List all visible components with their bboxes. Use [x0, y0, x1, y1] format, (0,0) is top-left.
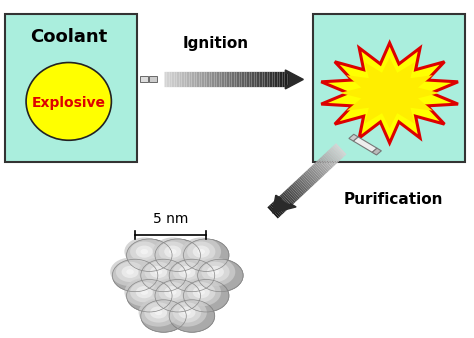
Circle shape — [183, 280, 229, 312]
Circle shape — [167, 298, 207, 327]
Circle shape — [173, 302, 201, 322]
Circle shape — [153, 237, 192, 266]
Circle shape — [169, 300, 215, 332]
Text: Explosive: Explosive — [32, 96, 106, 110]
Circle shape — [141, 259, 186, 292]
Circle shape — [110, 258, 150, 286]
FancyArrow shape — [285, 70, 303, 89]
Circle shape — [169, 249, 176, 254]
Circle shape — [130, 241, 158, 262]
Circle shape — [187, 241, 215, 262]
Circle shape — [153, 278, 192, 306]
Circle shape — [138, 298, 178, 327]
Circle shape — [158, 282, 187, 302]
Circle shape — [126, 269, 134, 274]
Circle shape — [136, 245, 153, 258]
Bar — [140, 76, 148, 82]
Circle shape — [207, 266, 224, 278]
Circle shape — [164, 245, 181, 258]
Circle shape — [192, 245, 210, 258]
Circle shape — [124, 237, 164, 266]
Text: 5 nm: 5 nm — [153, 213, 188, 226]
Circle shape — [127, 280, 172, 312]
Circle shape — [140, 249, 148, 254]
Circle shape — [155, 239, 201, 271]
Circle shape — [167, 258, 207, 286]
Circle shape — [192, 286, 210, 298]
Circle shape — [183, 269, 191, 274]
Bar — [372, 148, 382, 155]
Circle shape — [181, 278, 221, 306]
Circle shape — [155, 269, 162, 274]
Ellipse shape — [26, 63, 111, 140]
Circle shape — [169, 289, 176, 295]
Circle shape — [121, 266, 138, 278]
Polygon shape — [340, 57, 439, 128]
Polygon shape — [321, 43, 458, 143]
Circle shape — [150, 266, 167, 278]
Circle shape — [197, 249, 205, 254]
Circle shape — [138, 258, 178, 286]
Circle shape — [140, 289, 148, 295]
Circle shape — [201, 262, 229, 282]
FancyBboxPatch shape — [313, 14, 465, 162]
Circle shape — [183, 310, 191, 315]
Bar — [349, 134, 358, 141]
Circle shape — [197, 289, 205, 295]
Circle shape — [211, 269, 219, 274]
Circle shape — [155, 310, 162, 315]
Circle shape — [136, 286, 153, 298]
FancyBboxPatch shape — [5, 14, 137, 162]
Circle shape — [141, 300, 186, 332]
Circle shape — [112, 259, 158, 292]
Text: Ignition: Ignition — [182, 37, 249, 51]
Circle shape — [130, 282, 158, 302]
Circle shape — [158, 241, 187, 262]
Circle shape — [127, 239, 172, 271]
Bar — [353, 137, 377, 152]
Circle shape — [150, 306, 167, 318]
Circle shape — [187, 282, 215, 302]
Circle shape — [144, 302, 173, 322]
Circle shape — [178, 266, 195, 278]
Text: Purification: Purification — [344, 192, 443, 207]
Circle shape — [195, 258, 235, 286]
Circle shape — [183, 239, 229, 271]
Circle shape — [178, 306, 195, 318]
Circle shape — [144, 262, 173, 282]
Circle shape — [173, 262, 201, 282]
Circle shape — [116, 262, 144, 282]
Bar — [149, 76, 157, 82]
Circle shape — [124, 278, 164, 306]
Circle shape — [164, 286, 181, 298]
Circle shape — [198, 259, 243, 292]
Circle shape — [181, 237, 221, 266]
Text: Coolant: Coolant — [30, 28, 107, 46]
Circle shape — [169, 259, 215, 292]
Circle shape — [155, 280, 201, 312]
FancyArrow shape — [273, 195, 296, 213]
